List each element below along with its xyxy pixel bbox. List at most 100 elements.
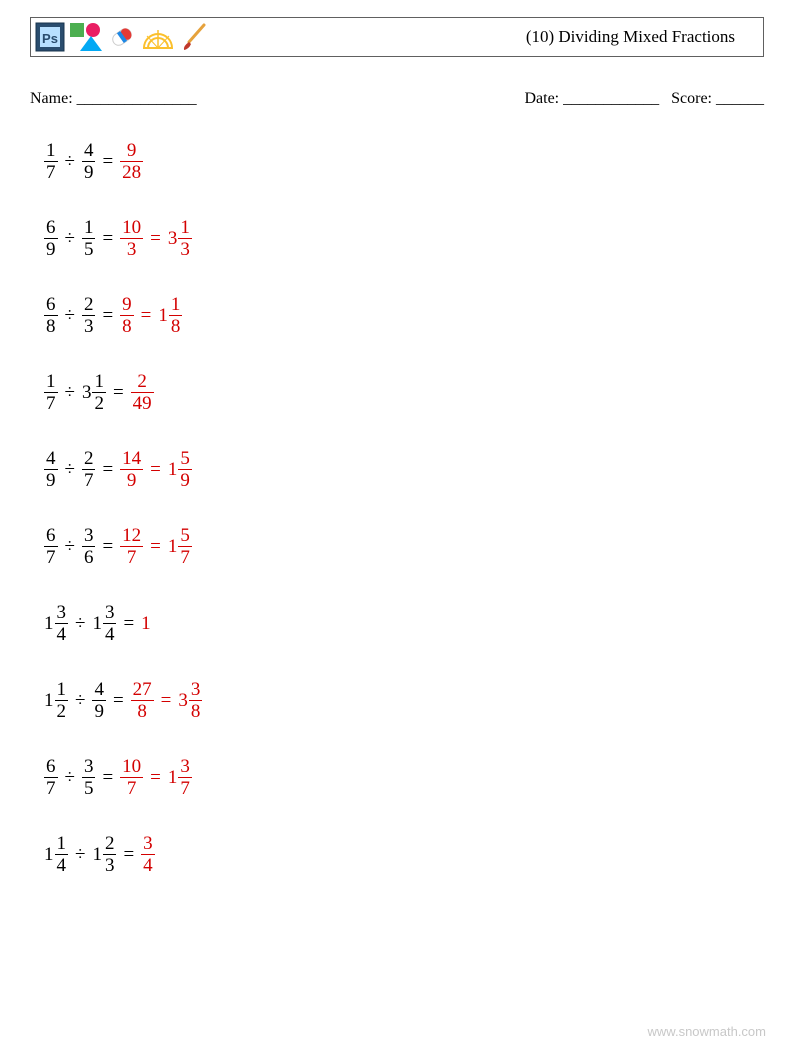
problem-row: 67÷35=107=137 [44, 756, 202, 799]
watermark: www.snowmath.com [648, 1024, 766, 1039]
fraction: 34 [55, 602, 69, 645]
fraction: 127 [120, 525, 143, 568]
fraction-denominator: 4 [141, 855, 155, 876]
fraction-denominator: 7 [125, 778, 139, 799]
fraction: 27 [82, 448, 96, 491]
fraction-denominator: 7 [44, 162, 58, 183]
fraction: 38 [189, 679, 203, 722]
fraction: 18 [169, 294, 183, 337]
fraction-denominator: 2 [55, 701, 69, 722]
fraction-whole: 3 [168, 229, 178, 248]
problem-row: 17÷312=249 [44, 371, 202, 414]
score-field: Score: ______ [671, 90, 764, 108]
divide-operator: ÷ [65, 383, 75, 402]
fraction: 59 [178, 448, 192, 491]
fraction-numerator: 9 [125, 140, 139, 161]
fraction-numerator: 2 [82, 294, 96, 315]
equals-operator: = [141, 306, 152, 325]
divide-operator: ÷ [65, 152, 75, 171]
fraction: 67 [44, 525, 58, 568]
fraction: 17 [44, 140, 58, 183]
problems-list: 17÷49=92869÷15=103=31368÷23=98=11817÷312… [44, 140, 202, 876]
fraction-numerator: 3 [141, 833, 155, 854]
date-field: Date: ____________ [524, 90, 659, 108]
fraction-denominator: 3 [125, 239, 139, 260]
fraction-numerator: 27 [131, 679, 154, 700]
fraction-numerator: 6 [44, 294, 58, 315]
fraction-numerator: 2 [103, 833, 117, 854]
problem-row: 69÷15=103=313 [44, 217, 202, 260]
fraction-numerator: 4 [82, 140, 96, 161]
fraction-denominator: 9 [92, 701, 106, 722]
fraction: 37 [178, 756, 192, 799]
problem-row: 17÷49=928 [44, 140, 202, 183]
fraction-denominator: 4 [55, 624, 69, 645]
worksheet-title: (10) Dividing Mixed Fractions [526, 27, 755, 47]
problem-row: 114÷123=34 [44, 833, 202, 876]
fraction-denominator: 9 [178, 470, 192, 491]
fraction-denominator: 2 [92, 393, 106, 414]
fraction-denominator: 8 [44, 316, 58, 337]
fraction-numerator: 3 [82, 756, 96, 777]
eraser-icon [107, 22, 137, 52]
fraction-denominator: 5 [82, 239, 96, 260]
fraction-whole: 1 [44, 845, 54, 864]
fraction-denominator: 49 [131, 393, 154, 414]
fraction-numerator: 6 [44, 217, 58, 238]
fraction-numerator: 1 [169, 294, 183, 315]
shapes-icon [69, 22, 103, 52]
fraction-numerator: 1 [44, 140, 58, 161]
fraction-whole: 1 [44, 691, 54, 710]
svg-text:Ps: Ps [42, 31, 58, 46]
fraction: 49 [92, 679, 106, 722]
fraction-numerator: 1 [44, 371, 58, 392]
photoshop-icon: Ps [35, 22, 65, 52]
fraction-numerator: 12 [120, 525, 143, 546]
fraction: 23 [82, 294, 96, 337]
equals-operator: = [102, 768, 113, 787]
fraction-whole: 3 [82, 383, 92, 402]
fraction-denominator: 8 [120, 316, 134, 337]
fraction-numerator: 14 [120, 448, 143, 469]
equals-operator: = [113, 383, 124, 402]
fraction-denominator: 28 [120, 162, 143, 183]
fraction: 68 [44, 294, 58, 337]
divide-operator: ÷ [75, 691, 85, 710]
header-box: Ps [30, 17, 764, 57]
fraction: 12 [92, 371, 106, 414]
fraction-denominator: 8 [169, 316, 183, 337]
fraction-numerator: 6 [44, 525, 58, 546]
fraction-numerator: 4 [92, 679, 106, 700]
divide-operator: ÷ [65, 306, 75, 325]
fraction: 98 [120, 294, 134, 337]
divide-operator: ÷ [65, 229, 75, 248]
fraction: 14 [55, 833, 69, 876]
fraction-numerator: 10 [120, 756, 143, 777]
fraction-denominator: 3 [178, 239, 192, 260]
fraction: 23 [103, 833, 117, 876]
fraction: 49 [44, 448, 58, 491]
fraction-numerator: 2 [82, 448, 96, 469]
divide-operator: ÷ [65, 460, 75, 479]
fraction-whole: 3 [178, 691, 188, 710]
fraction-numerator: 1 [92, 371, 106, 392]
problem-row: 134÷134=1 [44, 602, 202, 645]
fraction-numerator: 3 [189, 679, 203, 700]
fraction-denominator: 7 [125, 547, 139, 568]
fraction-numerator: 1 [55, 833, 69, 854]
fraction: 278 [131, 679, 154, 722]
fraction-numerator: 1 [82, 217, 96, 238]
fraction: 15 [82, 217, 96, 260]
fraction-whole: 1 [92, 845, 102, 864]
fraction-numerator: 1 [55, 679, 69, 700]
fraction-denominator: 9 [44, 470, 58, 491]
fraction-denominator: 9 [82, 162, 96, 183]
fraction: 34 [141, 833, 155, 876]
fraction-whole: 1 [168, 460, 178, 479]
fraction-denominator: 7 [178, 547, 192, 568]
fraction-whole: 1 [158, 306, 168, 325]
fraction-denominator: 9 [125, 470, 139, 491]
fraction: 149 [120, 448, 143, 491]
answer-plain: 1 [141, 614, 151, 633]
fraction: 69 [44, 217, 58, 260]
